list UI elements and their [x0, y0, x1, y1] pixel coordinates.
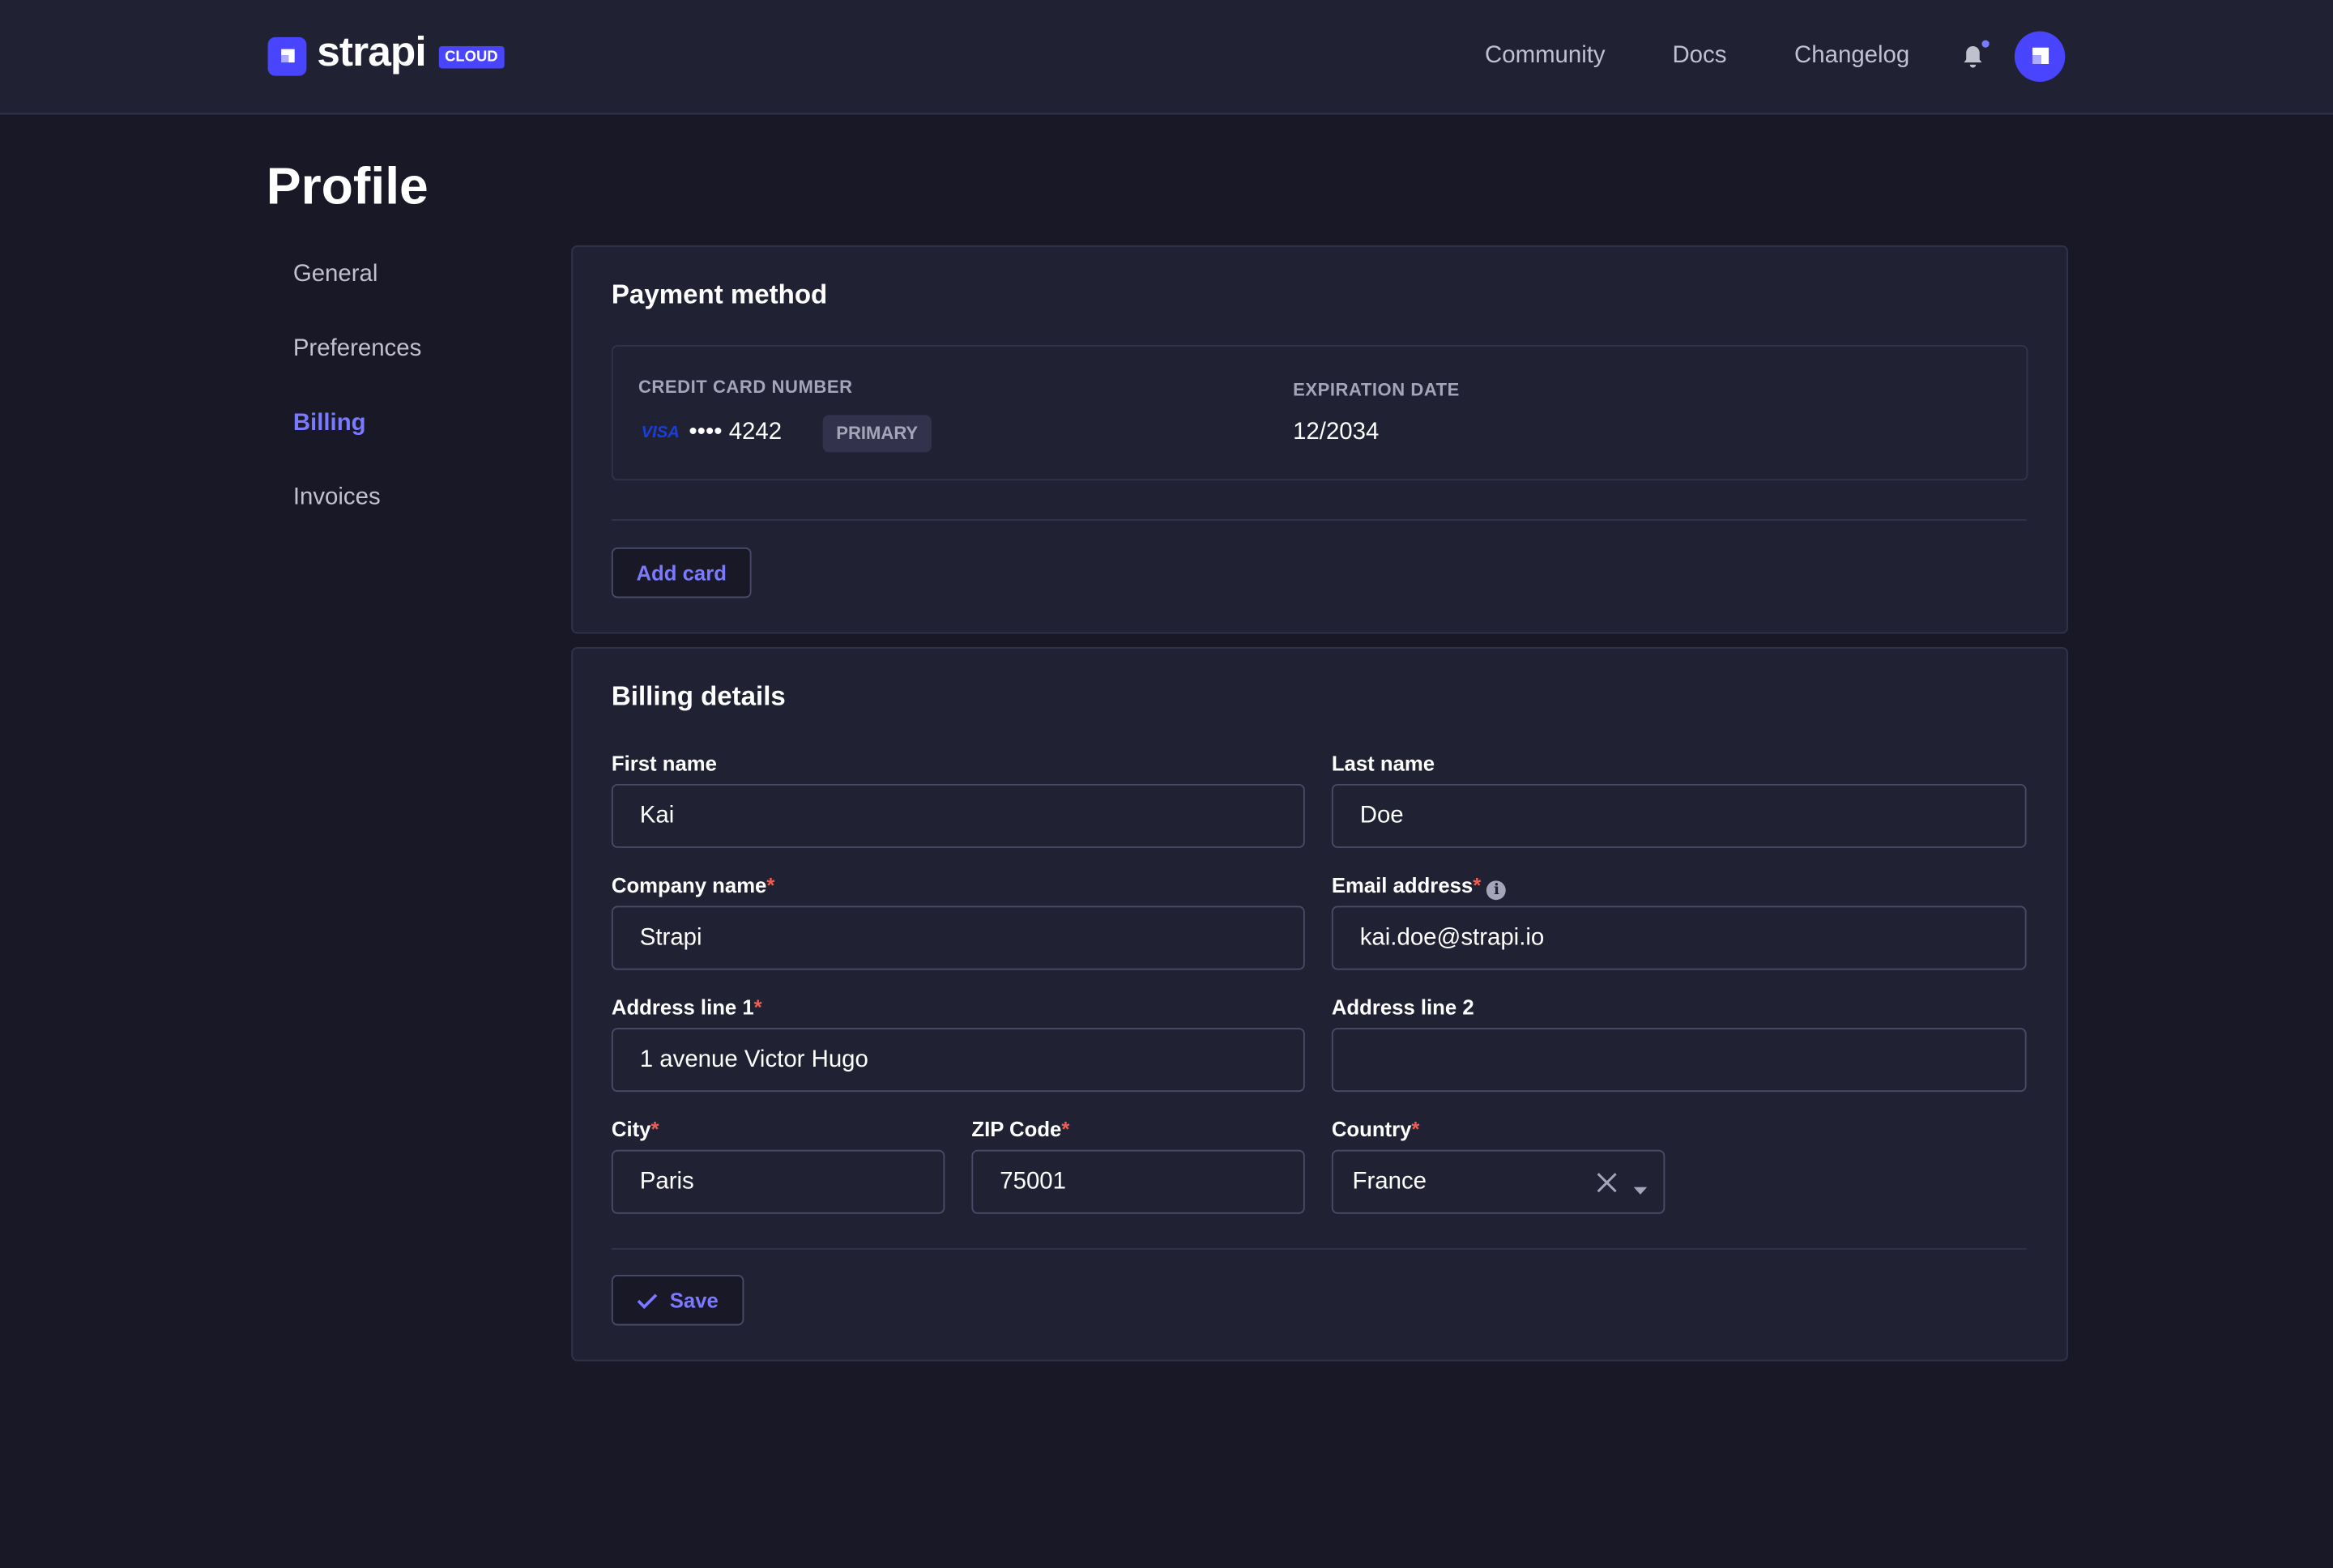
address-line-2-input[interactable] [1331, 1028, 2027, 1093]
zip-code-label: ZIP Code* [971, 1117, 1069, 1140]
top-header: strapi CLOUD Community Docs Changelog [0, 0, 2333, 115]
required-mark: * [1061, 1117, 1070, 1141]
nav-docs[interactable]: Docs [1672, 43, 1727, 69]
payment-method-title: Payment method [611, 279, 828, 310]
first-name-label: First name [612, 752, 717, 775]
required-mark: * [650, 1117, 659, 1141]
country-select[interactable]: France [1331, 1149, 1666, 1214]
country-value: France [1352, 1169, 1427, 1195]
notification-dot [1981, 40, 1990, 48]
last-name-label: Last name [1332, 752, 1435, 775]
sidebar-item-preferences[interactable]: Preferences [292, 336, 422, 362]
masked-card-number: •••• 4242 [689, 419, 783, 445]
required-mark: * [753, 995, 762, 1020]
city-label-text: City [611, 1117, 651, 1141]
payment-method-card [571, 245, 2069, 634]
save-button[interactable]: Save [611, 1275, 744, 1326]
company-name-label: Company name* [612, 873, 774, 897]
avatar[interactable] [2014, 31, 2066, 83]
address-line-1-label: Address line 1* [612, 995, 762, 1019]
nav-changelog[interactable]: Changelog [1794, 43, 1910, 69]
clear-icon[interactable] [1597, 1172, 1618, 1200]
zip-label-text: ZIP Code [971, 1117, 1062, 1141]
primary-badge: PRIMARY [822, 415, 932, 453]
company-name-input[interactable]: Strapi [611, 905, 1305, 970]
email-input[interactable]: kai.doe@strapi.io [1331, 905, 2027, 970]
expiration-value: 12/2034 [1293, 419, 1380, 445]
strapi-logo-icon[interactable] [267, 36, 307, 76]
country-label-text: Country [1331, 1117, 1412, 1141]
billing-details-title: Billing details [611, 681, 786, 711]
sidebar-item-billing[interactable]: Billing [292, 410, 366, 437]
city-input[interactable]: Paris [611, 1149, 945, 1214]
check-icon [637, 1293, 658, 1309]
save-label: Save [669, 1288, 719, 1312]
card-number-label: CREDIT CARD NUMBER [638, 376, 853, 398]
first-name-label-text: First name [611, 751, 717, 775]
first-name-input[interactable]: Kai [611, 783, 1305, 848]
chevron-down-icon[interactable] [1633, 1177, 1648, 1204]
address-line-2-label: Address line 2 [1332, 995, 1474, 1019]
divider [611, 519, 2027, 521]
city-label: City* [612, 1117, 659, 1140]
required-mark: * [1473, 873, 1482, 897]
sidebar-item-invoices[interactable]: Invoices [292, 484, 381, 510]
cloud-badge: CLOUD [438, 45, 504, 69]
visa-icon: VISA [641, 424, 680, 442]
info-icon[interactable]: i [1486, 880, 1507, 901]
page-title: Profile [266, 157, 429, 216]
address2-label-text: Address line 2 [1331, 995, 1474, 1020]
brand-name[interactable]: strapi [317, 28, 426, 75]
required-mark: * [766, 873, 775, 897]
country-label: Country* [1332, 1117, 1420, 1140]
divider [611, 1247, 2027, 1250]
required-mark: * [1411, 1117, 1420, 1141]
last-name-label-text: Last name [1331, 751, 1435, 775]
company-label-text: Company name [611, 873, 767, 897]
bell-icon[interactable] [1961, 45, 1985, 76]
zip-code-input[interactable]: 75001 [971, 1149, 1305, 1214]
add-card-button[interactable]: Add card [611, 547, 752, 599]
sidebar-item-general[interactable]: General [292, 262, 378, 288]
credit-card-row [611, 345, 2028, 481]
billing-details-card [571, 646, 2069, 1361]
address-line-1-input[interactable]: 1 avenue Victor Hugo [611, 1028, 1305, 1093]
nav-community[interactable]: Community [1485, 43, 1606, 69]
expiration-label: EXPIRATION DATE [1293, 379, 1460, 401]
address1-label-text: Address line 1 [611, 995, 754, 1020]
last-name-input[interactable]: Doe [1331, 783, 2027, 848]
email-label: Email address* i [1331, 873, 1507, 901]
email-label-text: Email address [1331, 873, 1474, 897]
